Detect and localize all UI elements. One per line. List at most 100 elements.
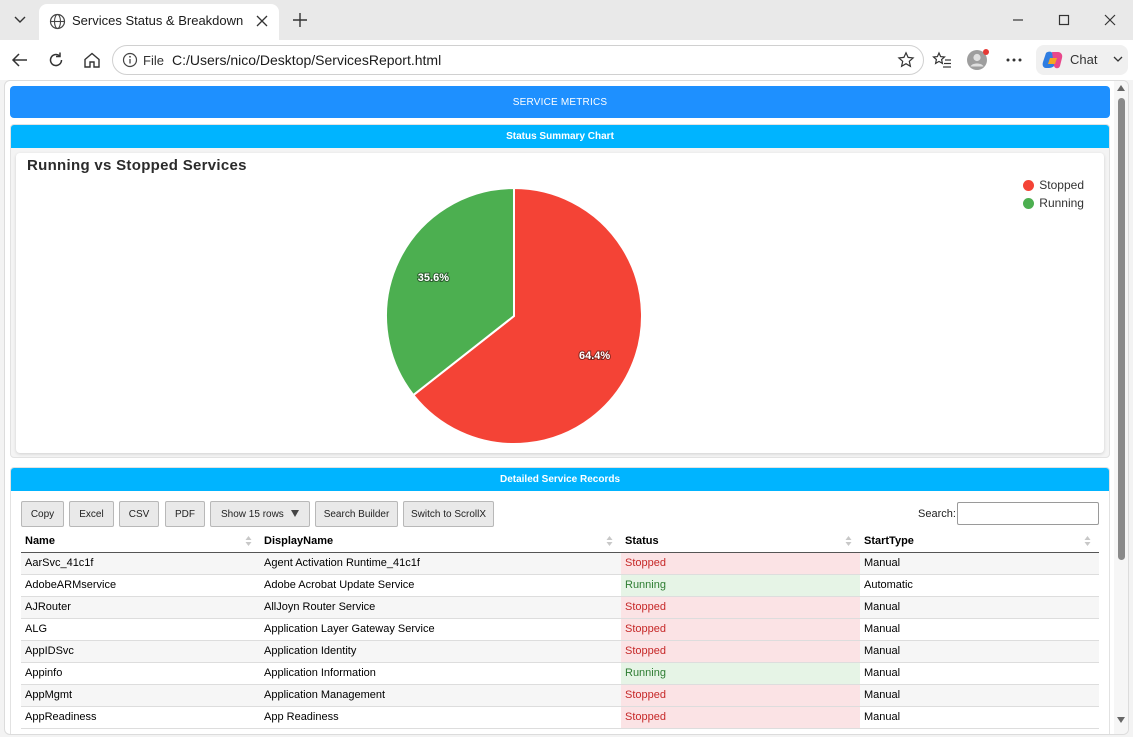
csv-button[interactable]: CSV	[119, 501, 159, 527]
cell-status: Running	[621, 574, 860, 597]
url-text[interactable]: C:/Users/nico/Desktop/ServicesReport.htm…	[172, 52, 442, 68]
scroll-down-arrow-icon[interactable]	[1117, 717, 1125, 723]
close-window-button[interactable]	[1098, 8, 1122, 32]
table-row[interactable]: AppMgmt Application Management Stopped Manu…	[21, 684, 1099, 707]
column-header-name[interactable]: Name	[21, 531, 260, 553]
pie-slice-running[interactable]	[385, 186, 515, 397]
pie-label-running: 35.6%	[418, 272, 449, 284]
tab-title: Services Status & Breakdown	[72, 13, 244, 28]
minimize-button[interactable]	[1006, 8, 1030, 32]
browser-nav-bar: File C:/Users/nico/Desktop/ServicesRepor…	[0, 40, 1133, 80]
close-icon	[1104, 14, 1116, 26]
chat-label: Chat	[1070, 52, 1098, 67]
legend-dot-running	[1023, 197, 1035, 209]
address-bar[interactable]: File C:/Users/nico/Desktop/ServicesRepor…	[112, 45, 924, 75]
chevron-down-icon	[14, 16, 26, 23]
sort-icon	[606, 536, 613, 546]
cell-starttype: Automatic	[860, 574, 1099, 597]
sort-icon	[1084, 536, 1091, 546]
column-header-status[interactable]: Status	[621, 531, 860, 553]
cell-displayname: AllJoyn Router Service	[260, 596, 621, 619]
table-row[interactable]: Appinfo Application Information Running Man…	[21, 662, 1099, 685]
search-builder-button[interactable]: Search Builder	[315, 501, 398, 527]
switch-scrollx-button[interactable]: Switch to ScrollX	[403, 501, 494, 527]
favorite-star-icon[interactable]	[897, 51, 915, 69]
cell-status: Stopped	[621, 552, 860, 575]
page-length-label: Show 15 rows	[221, 508, 284, 520]
sort-icon	[845, 536, 852, 546]
legend-item-running[interactable]: Running	[1023, 196, 1084, 210]
cell-status: Running	[621, 662, 860, 685]
cell-name: AppIDSvc	[21, 640, 260, 663]
column-header-starttype[interactable]: StartType	[860, 531, 1099, 553]
copilot-logo-icon	[1042, 51, 1063, 69]
profile-button[interactable]	[966, 48, 990, 72]
chevron-down-icon	[1113, 56, 1123, 62]
dropdown-arrow-icon	[291, 510, 299, 517]
pie-slice-stopped[interactable]	[411, 186, 643, 445]
cell-starttype: Manual	[860, 706, 1099, 729]
column-label: Name	[25, 535, 55, 548]
table-header-row: Name DisplayName Status StartType	[21, 531, 1099, 553]
cell-displayname: Application Layer Gateway Service	[260, 618, 621, 641]
page-viewport: SERVICE METRICS Status Summary Chart 64.…	[4, 80, 1129, 735]
table-row[interactable]: AppReadiness App Readiness Stopped Manual	[21, 706, 1099, 729]
column-label: StartType	[864, 535, 914, 548]
pdf-button[interactable]: PDF	[165, 501, 205, 527]
refresh-icon	[49, 52, 63, 67]
service-metrics-header: SERVICE METRICS	[10, 86, 1110, 118]
services-table: Name DisplayName Status StartType AarSvc…	[21, 531, 1099, 729]
legend-dot-stopped	[1023, 179, 1035, 191]
page-length-dropdown[interactable]: Show 15 rows	[210, 501, 310, 527]
browser-tab[interactable]: Services Status & Breakdown	[39, 4, 279, 40]
scrollbar-thumb[interactable]	[1118, 98, 1125, 560]
services-table-body: AarSvc_41c1f Agent Activation Runtime_41c…	[21, 552, 1099, 729]
back-arrow-icon	[11, 53, 27, 67]
chart-legend: Stopped Running	[1023, 178, 1084, 214]
cell-displayname: Application Information	[260, 662, 621, 685]
table-row[interactable]: AJRouter AllJoyn Router Service Stopped Man…	[21, 596, 1099, 619]
table-row[interactable]: ALG Application Layer Gateway Service Stop…	[21, 618, 1099, 641]
legend-item-stopped[interactable]: Stopped	[1023, 178, 1084, 192]
table-row[interactable]: AdobeARMservice Adobe Acrobat Update Serv…	[21, 574, 1099, 597]
cell-starttype: Manual	[860, 596, 1099, 619]
cell-starttype: Manual	[860, 552, 1099, 575]
table-row[interactable]: AarSvc_41c1f Agent Activation Runtime_41c…	[21, 552, 1099, 575]
scroll-up-arrow-icon[interactable]	[1117, 85, 1125, 91]
copy-button[interactable]: Copy	[21, 501, 64, 527]
service-records-panel: Detailed Service Records Copy Excel CSV …	[10, 467, 1110, 734]
new-tab-button[interactable]	[289, 9, 311, 31]
more-dots-icon	[1006, 58, 1022, 62]
cell-status: Stopped	[621, 684, 860, 707]
refresh-button[interactable]	[44, 48, 68, 72]
excel-button[interactable]: Excel	[69, 501, 114, 527]
cell-name: AJRouter	[21, 596, 260, 619]
cell-name: AppMgmt	[21, 684, 260, 707]
column-label: Status	[625, 535, 659, 548]
info-icon[interactable]	[122, 52, 138, 68]
home-button[interactable]	[80, 48, 104, 72]
cell-starttype: Manual	[860, 684, 1099, 707]
close-tab-icon[interactable]	[254, 13, 270, 29]
column-label: DisplayName	[264, 535, 334, 548]
scheme-label: File	[143, 53, 164, 68]
sort-icon	[245, 536, 252, 546]
cell-displayname: App Readiness	[260, 706, 621, 729]
vertical-scrollbar[interactable]	[1114, 81, 1128, 734]
column-header-displayname[interactable]: DisplayName	[260, 531, 621, 553]
favorites-list-icon	[932, 51, 951, 68]
maximize-button[interactable]	[1052, 8, 1076, 32]
cell-status: Stopped	[621, 706, 860, 729]
back-button[interactable]	[8, 48, 32, 72]
search-label: Search:	[918, 508, 956, 520]
cell-name: ALG	[21, 618, 260, 641]
pie-chart-card: 64.4% 35.6% Running vs Stopped Services S…	[16, 153, 1104, 453]
more-menu-button[interactable]	[1002, 48, 1026, 72]
table-search-input[interactable]	[957, 502, 1099, 525]
table-row[interactable]: AppIDSvc Application Identity Stopped Manua…	[21, 640, 1099, 663]
status-summary-panel-title: Status Summary Chart	[11, 125, 1109, 148]
favorites-button[interactable]	[930, 48, 954, 72]
copilot-chat-button[interactable]: Chat	[1036, 45, 1128, 75]
home-icon	[84, 52, 100, 68]
tab-list-button[interactable]	[7, 7, 33, 33]
